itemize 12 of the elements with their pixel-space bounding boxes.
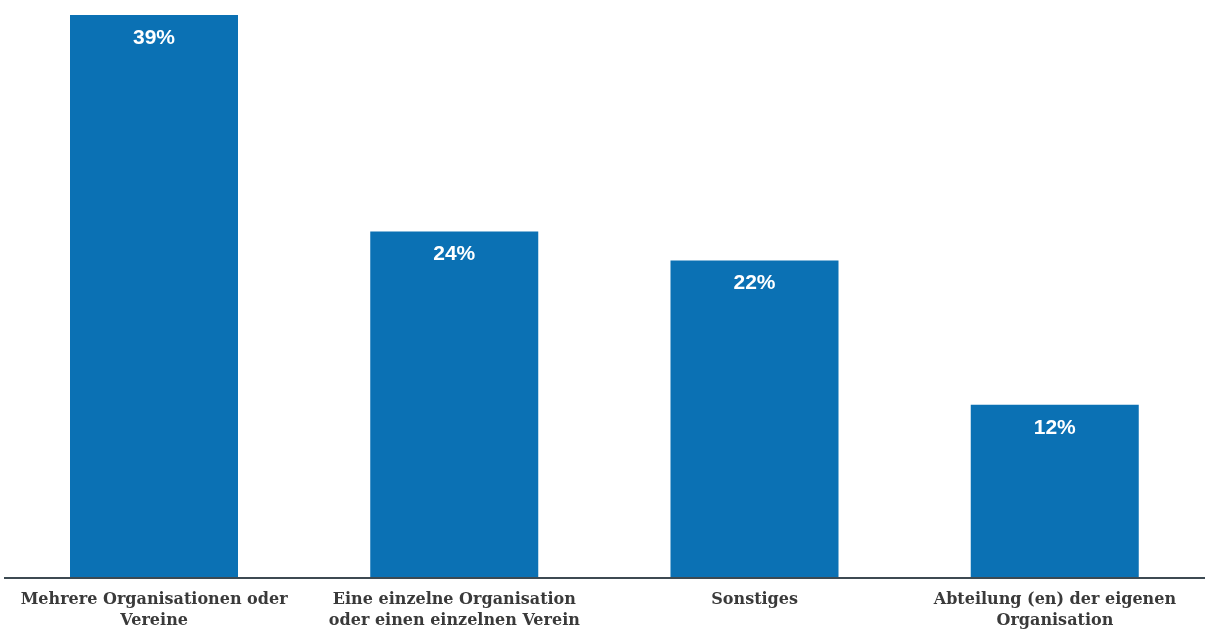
x-tick-label: Sonstiges bbox=[711, 589, 798, 608]
bar bbox=[970, 404, 1139, 578]
data-label: 39% bbox=[132, 24, 176, 48]
x-tick-label: Mehrere Organisationen oder Vereine bbox=[20, 589, 289, 629]
x-tick-label: Abteilung (en) der eigenen Organisation bbox=[932, 589, 1177, 629]
bar bbox=[670, 260, 839, 578]
data-label: 12% bbox=[1033, 414, 1077, 438]
bar bbox=[70, 15, 238, 578]
data-label: 24% bbox=[433, 241, 476, 265]
x-tick-label: Eine einzelne Organisation oder einen einzelnen Verein bbox=[328, 589, 581, 629]
bar bbox=[370, 231, 539, 578]
data-label: 22% bbox=[733, 270, 776, 294]
